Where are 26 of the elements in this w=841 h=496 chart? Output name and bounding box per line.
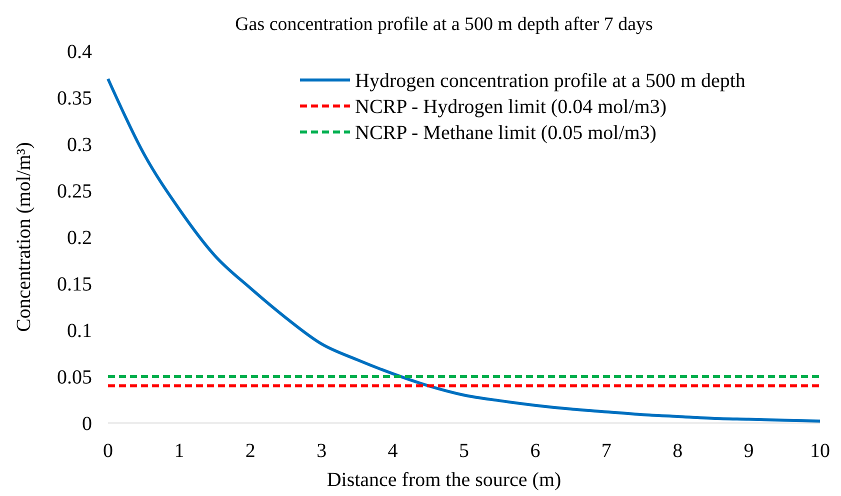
chart-title: Gas concentration profile at a 500 m depth after 7 days — [235, 14, 653, 35]
legend-label: Hydrogen concentration profile at a 500 m depth — [355, 70, 746, 92]
x-tick-label: 3 — [316, 440, 327, 462]
x-axis-title: Distance from the source (m) — [326, 469, 562, 491]
x-tick-label: 2 — [245, 440, 256, 462]
x-tick-label: 10 — [810, 440, 830, 462]
y-tick-label: 0 — [82, 413, 92, 435]
y-tick-label: 0.15 — [57, 274, 92, 296]
legend-label: NCRP - Hydrogen limit (0.04 mol/m3) — [355, 96, 666, 118]
x-tick-label: 9 — [744, 440, 754, 462]
y-tick-label: 0.25 — [57, 180, 92, 202]
y-tick-label: 0.2 — [67, 227, 92, 249]
y-tick-label: 0.3 — [67, 134, 92, 156]
x-tick-label: 7 — [601, 440, 612, 462]
x-tick-label: 8 — [672, 440, 683, 462]
legend-label: NCRP - Methane limit (0.05 mol/m3) — [355, 122, 656, 144]
x-tick-label: 6 — [530, 440, 540, 462]
x-tick-label: 4 — [388, 440, 398, 462]
y-axis-title: Concentration (mol/m³) — [13, 142, 35, 332]
y-tick-label: 0.4 — [67, 41, 92, 63]
y-tick-label: 0.35 — [57, 88, 92, 110]
x-tick-label: 0 — [103, 440, 113, 462]
y-tick-label: 0.05 — [57, 366, 92, 388]
x-tick-label: 1 — [174, 440, 184, 462]
y-tick-label: 0.1 — [67, 320, 92, 342]
x-tick-label: 5 — [459, 440, 469, 462]
